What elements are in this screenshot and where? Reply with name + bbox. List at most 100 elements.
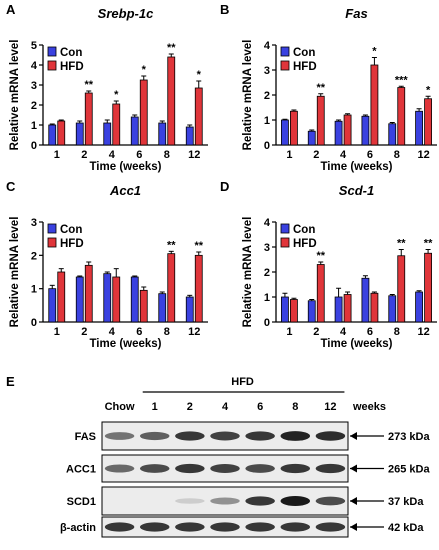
panel-letter: E (6, 374, 15, 389)
blot-band (245, 431, 275, 441)
panel-letter: A (6, 2, 16, 17)
bar-con-1 (48, 124, 57, 146)
bar-hfd-8 (167, 253, 176, 323)
x-tick-label: 8 (394, 326, 400, 338)
x-tick-label: 4 (109, 149, 116, 161)
arrow-head (350, 523, 357, 531)
x-tick-label: 8 (164, 149, 170, 161)
significance-marker: ** (316, 250, 325, 262)
legend-label: HFD (60, 238, 84, 250)
lane-label: 1 (152, 401, 158, 413)
y-tick-label: 2 (31, 250, 37, 262)
significance-marker: ** (397, 238, 406, 250)
blot-band (139, 522, 170, 532)
blot-row-β-actin: β-actin 42 kDa (60, 516, 424, 538)
legend-swatch-con (280, 46, 290, 57)
bar-hfd-8 (167, 56, 176, 146)
bar-con-2 (75, 276, 84, 323)
x-tick-label: 8 (394, 149, 400, 161)
x-tick-label: 1 (286, 326, 292, 338)
y-tick-label: 0 (264, 317, 270, 329)
y-tick-label: 0 (31, 317, 37, 329)
legend-label: Con (60, 224, 82, 236)
legend-swatch-hfd (280, 237, 290, 248)
y-tick-label: 1 (264, 292, 270, 304)
x-tick-label: 12 (417, 326, 429, 338)
bar-con-2 (75, 122, 84, 146)
bar-hfd-4 (343, 114, 352, 146)
blot-row-label: ACC1 (66, 464, 96, 476)
bar-con-6 (130, 116, 139, 146)
y-tick-label: 4 (264, 40, 271, 52)
x-tick-label: 12 (188, 326, 200, 338)
chart-title: Scd-1 (339, 183, 374, 198)
bar-hfd-12 (194, 254, 203, 323)
bar-con-8 (388, 123, 397, 146)
blot-band (104, 432, 135, 440)
bar-con-8 (158, 122, 167, 146)
bar-hfd-1 (57, 120, 66, 146)
legend-label: Con (60, 47, 82, 59)
x-tick-label: 4 (340, 149, 347, 161)
significance-marker: ** (167, 239, 176, 251)
panel-letter: D (220, 179, 229, 194)
legend-swatch-con (47, 223, 57, 234)
x-tick-label: 2 (313, 149, 319, 161)
legend-swatch-hfd (47, 237, 57, 248)
chart-title: Fas (345, 6, 367, 21)
blot-row-scd1: SCD1 37 kDa (67, 486, 424, 516)
bar-hfd-2 (316, 95, 325, 146)
blot-band (245, 522, 275, 532)
blot-band (280, 431, 311, 441)
significance-marker: * (426, 84, 431, 96)
bar-hfd-6 (370, 292, 379, 323)
bar-con-2 (307, 300, 316, 323)
lane-label: 2 (187, 401, 193, 413)
bar-hfd-1 (290, 299, 298, 323)
y-tick-label: 2 (264, 90, 270, 102)
legend-label: Con (293, 47, 315, 59)
arrow-head (350, 497, 357, 505)
blot-band (245, 464, 275, 473)
bar-hfd-4 (343, 294, 352, 323)
x-tick-label: 1 (54, 326, 60, 338)
y-tick-label: 3 (31, 217, 37, 229)
blot-band (175, 463, 205, 474)
significance-marker: * (142, 64, 147, 76)
y-tick-label: 5 (31, 40, 37, 52)
arrow-head (350, 464, 357, 473)
blot-size-label: 37 kDa (388, 496, 424, 508)
blot-band (139, 464, 170, 473)
blot-band (280, 522, 311, 532)
blot-row-label: FAS (75, 431, 96, 443)
bar-con-1 (281, 119, 289, 146)
bar-hfd-12 (424, 252, 432, 323)
blot-band (175, 431, 205, 441)
y-tick-label: 1 (31, 120, 37, 132)
bar-con-4 (103, 273, 112, 323)
panel-letter: B (220, 2, 229, 17)
y-tick-label: 3 (264, 242, 270, 254)
blot-size-label: 42 kDa (388, 522, 424, 534)
bar-hfd-12 (424, 98, 432, 146)
blot-band (280, 496, 311, 506)
y-tick-label: 3 (264, 65, 270, 77)
y-tick-label: 3 (31, 80, 37, 92)
y-tick-label: 2 (31, 100, 37, 112)
blot-band (104, 464, 135, 473)
y-tick-label: 1 (264, 115, 270, 127)
blot-size-label: 273 kDa (388, 431, 430, 443)
bar-hfd-2 (84, 92, 93, 146)
bar-con-6 (130, 276, 139, 323)
blot-band (315, 522, 346, 532)
lane-label: 6 (257, 401, 263, 413)
y-tick-label: 1 (31, 284, 37, 296)
bar-con-6 (361, 277, 370, 323)
significance-marker: *** (395, 74, 409, 86)
bar-con-1 (48, 288, 57, 323)
blot-band (175, 522, 205, 532)
x-tick-label: 2 (81, 326, 87, 338)
